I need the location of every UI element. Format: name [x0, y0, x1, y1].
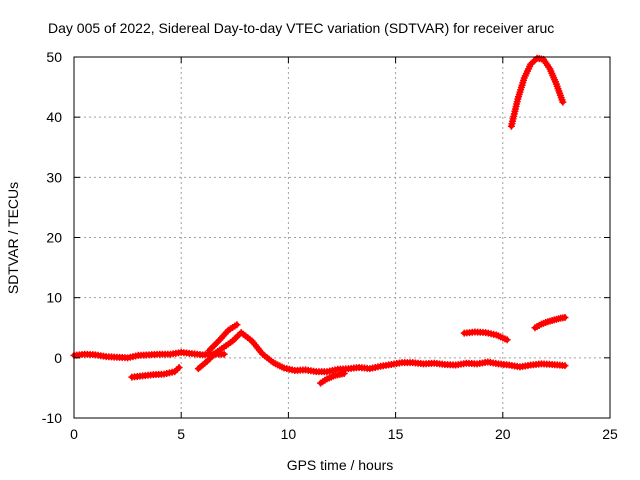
- series-arc-3: [194, 329, 569, 376]
- x-tick-label: 0: [70, 426, 78, 442]
- series-arc-7: [507, 54, 567, 130]
- series-arc-2: [128, 363, 183, 381]
- data-point-marker: [561, 314, 569, 322]
- series-arc-6: [460, 328, 511, 344]
- y-tick-label: 30: [46, 169, 62, 185]
- data-point-marker: [559, 98, 567, 106]
- series-arc-5: [317, 369, 348, 387]
- y-tick-label: 20: [46, 230, 62, 246]
- x-tick-label: 15: [388, 426, 404, 442]
- data-point-marker: [175, 363, 183, 371]
- y-tick-label: 50: [46, 49, 62, 65]
- series-arc-1: [70, 348, 228, 362]
- data-point-marker: [561, 362, 569, 370]
- data-series: [70, 54, 569, 387]
- chart-title: Day 005 of 2022, Sidereal Day-to-day VTE…: [48, 20, 554, 36]
- x-tick-label: 10: [281, 426, 297, 442]
- data-point-marker: [503, 336, 511, 344]
- series-arc-4: [205, 321, 241, 355]
- y-tick-label: 40: [46, 109, 62, 125]
- series-arc-8: [531, 314, 569, 332]
- data-point-marker: [340, 369, 348, 377]
- x-tick-label: 20: [495, 426, 511, 442]
- data-point-marker: [233, 321, 241, 329]
- y-axis-label: SDTVAR / TECUs: [5, 182, 21, 294]
- y-tick-label: 0: [54, 350, 62, 366]
- axes: 0 5 10 15 20 25 -10 0 10 20 30 40 50: [42, 49, 618, 442]
- data-point-marker: [220, 350, 228, 358]
- y-tick-label: -10: [42, 410, 62, 426]
- x-tick-label: 25: [602, 426, 618, 442]
- x-axis-label: GPS time / hours: [287, 457, 394, 473]
- x-tick-label: 5: [177, 426, 185, 442]
- grid: [74, 57, 610, 418]
- y-tick-label: 10: [46, 290, 62, 306]
